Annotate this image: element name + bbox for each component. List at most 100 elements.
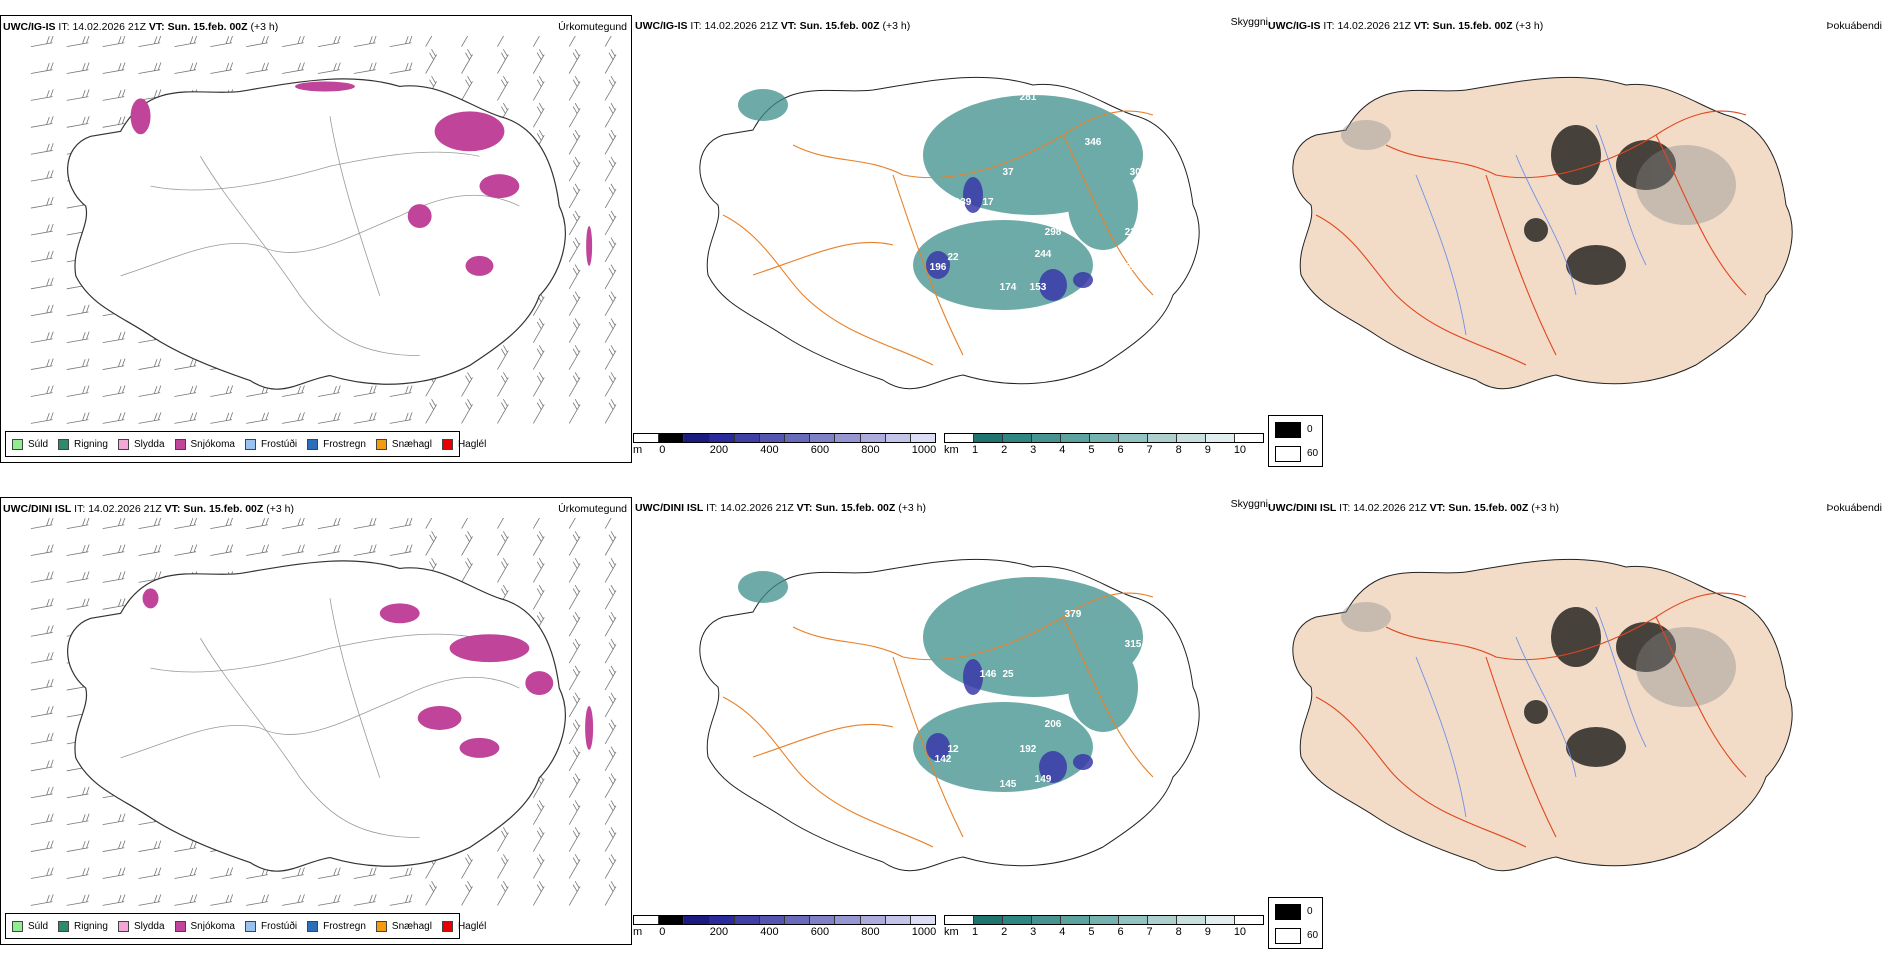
wind-barb-icon <box>174 518 198 529</box>
lead-time: (+3 h) <box>898 502 926 514</box>
visibility-colorbar: km 1 2 3 4 5 6 7 8 9 10 <box>944 915 1264 939</box>
cloud-base-label: 304 <box>1130 167 1147 178</box>
wind-barb-icon <box>568 345 581 370</box>
wind-barb-icon <box>282 412 305 424</box>
wind-barb-icon <box>532 49 545 74</box>
wind-barb-icon <box>30 518 54 529</box>
panel-title-visibility: Skyggni <box>1230 498 1268 510</box>
colorbar-segment <box>1206 916 1235 924</box>
wind-barb-icon <box>30 678 54 691</box>
wind-barb-icon <box>102 116 126 128</box>
legend-item: Snjókoma <box>174 920 235 932</box>
model-name: UWC/IG-IS <box>635 20 688 32</box>
colorbar-tick: 4 <box>1059 926 1066 938</box>
cloud-base-label: 222 <box>1115 754 1132 765</box>
lead-time: (+3 h) <box>266 503 294 515</box>
snow-area <box>434 111 505 152</box>
lead-time: (+3 h) <box>1531 502 1559 514</box>
wind-barb-icon <box>568 854 581 879</box>
wind-barb-icon <box>138 867 162 879</box>
wind-barb-icon <box>66 304 90 317</box>
wind-barb-icon <box>30 36 54 47</box>
snow-area <box>379 603 420 624</box>
wind-barb-icon <box>497 827 509 852</box>
cloud-base-label: 135 <box>1120 279 1137 290</box>
colorbar-segment <box>860 916 886 924</box>
legend-item: Frostúði <box>244 920 297 932</box>
colorbar-segment <box>1119 434 1148 442</box>
colorbar-tick: 3 <box>1030 926 1037 938</box>
legend-swatch <box>117 920 129 932</box>
colorbar-segment <box>1206 434 1235 442</box>
wind-barb-icon <box>389 518 413 529</box>
colorbar-segment <box>634 434 660 442</box>
legend-swatch <box>375 920 387 932</box>
legend-label: Snæhagl <box>391 438 432 450</box>
wind-barb-icon <box>353 412 377 424</box>
colorbar-unit: m <box>633 444 643 456</box>
wind-barb-icon <box>66 598 90 610</box>
wind-barb-icon <box>532 880 545 906</box>
colorbar-segment <box>885 434 911 442</box>
panel-title-precip-type: Úrkomutegund <box>558 21 627 33</box>
wind-barb-icon <box>66 894 90 906</box>
legend-item: Snjókoma <box>174 438 235 450</box>
colorbar-segment <box>684 434 710 442</box>
cloud-base-label: 244 <box>1035 249 1052 260</box>
legend-item: Rigning <box>58 920 108 932</box>
model-name: UWC/IG-IS <box>1268 20 1321 32</box>
wind-barb-icon <box>66 385 90 397</box>
wind-barb-icon <box>353 62 377 74</box>
wind-barb-icon <box>102 544 126 556</box>
cloud-base-label: 37 <box>1002 167 1014 178</box>
cloud-base-label: 530 <box>1165 207 1182 218</box>
wind-barb-icon <box>353 36 377 47</box>
wind-barb-icon <box>425 531 437 556</box>
wind-barb-icon <box>210 412 234 424</box>
precip-type-panel: UWC/DINI ISL IT: 14.02.2026 21Z VT: Sun.… <box>0 497 632 945</box>
lead-time: (+3 h) <box>250 21 279 33</box>
wind-barb-icon <box>30 598 54 610</box>
wind-barb-icon <box>604 264 617 290</box>
row-ig-is: UWC/IG-IS IT: 14.02.2026 21Z VT: Sun. 15… <box>0 15 1900 485</box>
colorbar-segment <box>810 434 836 442</box>
legend-label: Slydda <box>133 438 165 450</box>
wind-barb-icon <box>102 894 126 906</box>
wind-barb-icon <box>568 611 581 637</box>
colorbar-unit: km <box>944 926 959 938</box>
wind-barb-icon <box>497 345 509 370</box>
wind-barb-icon <box>174 358 198 370</box>
colorbar-segment <box>945 434 974 442</box>
legend-swatch <box>174 920 186 932</box>
colorbar-tick: 5 <box>1088 926 1095 938</box>
legend-item: Rigning <box>58 438 108 450</box>
colorbar-tick: 400 <box>760 926 779 938</box>
wind-barb-icon <box>532 531 545 556</box>
wind-barb-icon <box>604 129 617 155</box>
legend-label: Haglél <box>457 920 487 932</box>
lead-time: (+3 h) <box>882 20 911 32</box>
colorbar-segment <box>785 434 811 442</box>
wind-barb-icon <box>317 36 341 47</box>
precip-type-legend: Súld Rigning Slydda Snjókoma Frostúði Frostre… <box>5 913 486 939</box>
panel-title-visibility: Skyggni <box>1230 16 1268 28</box>
wind-barb-icon <box>66 867 90 879</box>
wind-barb-icon <box>568 129 581 155</box>
valid-time: Sun. 15.feb. 00Z <box>1448 502 1529 514</box>
wind-barb-icon <box>604 210 617 236</box>
wind-barb-icon <box>568 800 581 825</box>
valid-time-label: VT: <box>780 20 797 32</box>
cloud-base-label: 291 <box>1095 297 1112 308</box>
wind-barb-icon <box>604 773 617 798</box>
wind-barb-icon <box>30 544 54 556</box>
wind-barb-icon <box>568 102 581 128</box>
wind-barb-icon <box>102 89 126 101</box>
issue-time: 14.02.2026 21Z <box>1337 20 1411 32</box>
colorbar-segment <box>1235 916 1263 924</box>
wind-barb-icon <box>568 531 581 556</box>
colorbar-segment <box>1003 916 1032 924</box>
wind-barb-icon <box>66 813 90 826</box>
legend-label: Haglél <box>457 438 487 450</box>
fog-legend: 0 60 <box>1268 897 1323 949</box>
legend-swatch <box>12 438 23 450</box>
